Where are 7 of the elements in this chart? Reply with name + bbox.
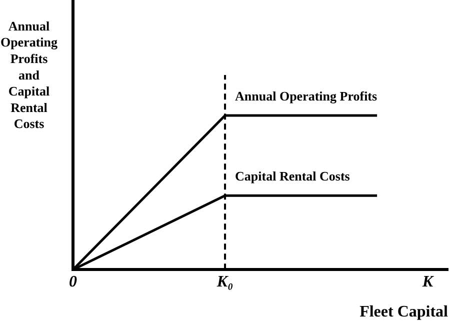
series-label: Annual Operating Profits: [235, 88, 378, 104]
series-label: Capital Rental Costs: [235, 168, 350, 184]
x-tick-label: K: [421, 273, 434, 290]
x-axis-title: Fleet Capital: [360, 304, 449, 321]
x-tick-label: 0: [69, 273, 77, 290]
x-tick-label: K₀: [216, 273, 234, 290]
y-axis-title: Annual Operating Profits and Capital Rental Costs: [0, 18, 58, 132]
